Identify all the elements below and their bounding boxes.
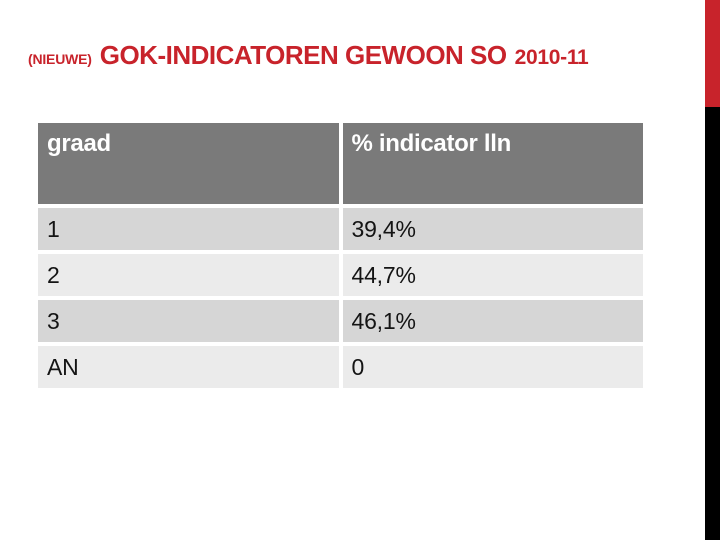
accent-bar-red-segment (705, 0, 720, 107)
table-row-value: 46,1% (342, 300, 643, 342)
edge-accent-bar (705, 0, 720, 540)
table-row-graad: AN (38, 346, 339, 388)
table-header-graad: graad (38, 123, 339, 204)
accent-bar-black-segment (705, 107, 720, 540)
slide-title-prefix: (NIEUWE) (28, 51, 92, 67)
slide-title: (NIEUWE) GOK-INDICATOREN GEWOON SO 2010-… (28, 40, 589, 71)
table-row-graad: 3 (38, 300, 339, 342)
slide-title-main: GOK-INDICATOREN GEWOON SO (99, 40, 507, 70)
table-header-indicator: % indicator lln (342, 123, 643, 204)
table-row-graad: 1 (38, 208, 339, 250)
slide-title-year: 2010-11 (514, 46, 589, 69)
table-row-value: 39,4% (342, 208, 643, 250)
table-row-graad: 2 (38, 254, 339, 296)
gok-indicator-table: graad % indicator lln 1 39,4% 2 44,7% 3 … (38, 123, 643, 388)
table-row-value: 0 (342, 346, 643, 388)
table-row-value: 44,7% (342, 254, 643, 296)
